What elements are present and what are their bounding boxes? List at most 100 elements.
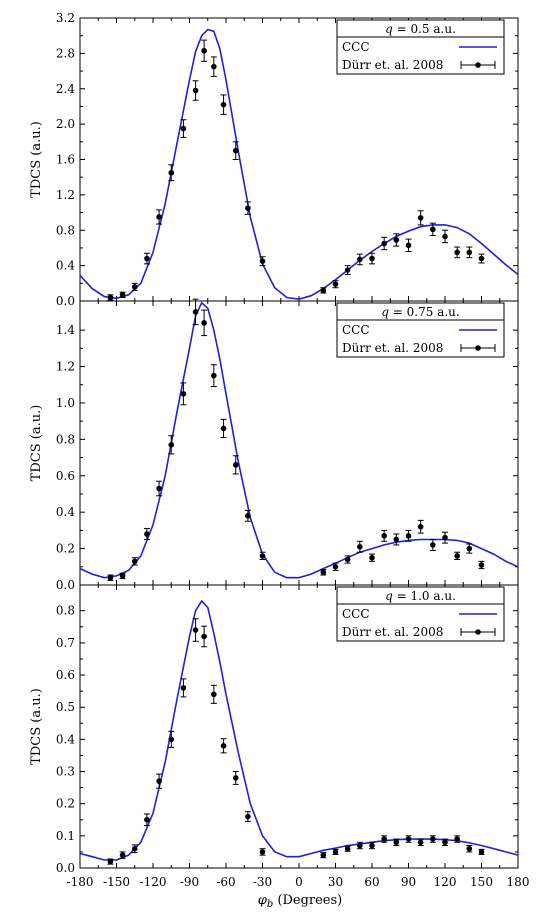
experiment-point: [332, 280, 339, 289]
experiment-point: [131, 282, 138, 291]
experiment-point: [381, 529, 388, 542]
experiment-point: [168, 730, 175, 748]
experiment-point: [344, 555, 351, 564]
experiment-point: [405, 238, 412, 252]
legend-title-value: = 0.75 a.u.: [389, 305, 460, 319]
x-tick-label: -180: [67, 875, 94, 889]
experiment-point: [405, 529, 412, 542]
legend-title-var: q: [385, 589, 393, 603]
experiment-point: [192, 80, 199, 101]
data-marker: [466, 249, 473, 256]
experiment-point: [143, 252, 150, 265]
y-tick-label: 1.2: [56, 360, 75, 374]
data-marker: [417, 523, 424, 530]
data-marker: [332, 563, 339, 570]
data-marker: [232, 462, 239, 468]
data-marker: [357, 842, 363, 849]
legend-label-experiment: Dürr et. al. 2008: [342, 341, 443, 355]
data-marker: [393, 237, 400, 243]
experiment-point: [478, 848, 485, 855]
experiment-point: [417, 519, 424, 534]
data-marker: [442, 534, 448, 541]
x-tick-label: 0: [295, 875, 303, 889]
legend-label-ccc: CCC: [342, 40, 370, 54]
ccc-curve: [79, 301, 519, 579]
experiment-point: [156, 209, 163, 225]
data-marker: [320, 852, 327, 858]
y-tick-label: 2.4: [56, 82, 75, 96]
data-marker: [320, 569, 327, 576]
experiment-point: [143, 528, 150, 540]
data-marker: [119, 573, 126, 579]
y-tick-label: 1.4: [56, 323, 75, 337]
data-marker: [478, 562, 485, 568]
data-marker: [357, 543, 363, 550]
experiment-point: [417, 838, 424, 846]
y-tick-label: 0.5: [56, 700, 75, 714]
ccc-curve: [79, 28, 519, 301]
x-tick-label: 60: [364, 875, 379, 889]
experiment-point: [232, 455, 239, 475]
y-tick-label: 0.0: [56, 861, 75, 875]
x-axis-symbol: φ: [258, 893, 268, 908]
x-tick-label: 180: [507, 875, 530, 889]
data-marker: [107, 574, 114, 581]
data-marker: [220, 742, 227, 749]
experiment-point: [259, 551, 266, 561]
data-marker: [405, 242, 412, 249]
experiment-point: [244, 811, 251, 822]
y-tick-label: 1.6: [56, 153, 75, 167]
experiment-point: [442, 531, 448, 544]
data-marker: [119, 292, 126, 298]
data-marker: [430, 542, 436, 548]
data-marker: [259, 849, 266, 855]
experiment-point: [381, 236, 388, 251]
experiment-point: [119, 572, 126, 580]
data-marker: [405, 533, 412, 539]
data-marker: [369, 255, 375, 262]
experiment-point: [344, 845, 351, 852]
data-marker: [201, 633, 207, 640]
data-marker: [107, 294, 114, 301]
data-marker: [192, 627, 199, 633]
y-axis-title: TDCS (a.u.): [29, 688, 44, 765]
data-marker: [131, 558, 138, 565]
legend-label-ccc: CCC: [342, 607, 370, 621]
y-tick-label: 0.6: [56, 668, 75, 682]
legend-title-value: = 0.5 a.u.: [393, 22, 456, 36]
y-tick-label: 0.0: [56, 294, 75, 308]
experiment-point: [393, 838, 400, 846]
data-marker: [211, 372, 217, 379]
x-tick-label: -90: [180, 875, 199, 889]
data-marker: [381, 240, 387, 247]
legend-swatch-marker: [475, 629, 481, 635]
experiment-point: [344, 265, 351, 275]
data-marker: [381, 533, 387, 539]
experiment-point: [232, 141, 239, 160]
y-tick-label: 1.0: [56, 396, 75, 410]
experiment-point: [454, 835, 461, 843]
data-marker: [156, 485, 162, 492]
data-marker: [478, 849, 485, 855]
data-marker: [332, 849, 339, 855]
y-tick-label: 0.8: [56, 432, 75, 446]
data-marker: [232, 775, 239, 781]
experiment-point: [454, 246, 461, 259]
data-marker: [344, 556, 351, 563]
experiment-point: [429, 538, 436, 551]
data-marker: [417, 215, 424, 221]
x-tick-label: -150: [103, 875, 130, 889]
y-tick-label: 0.2: [56, 542, 75, 556]
experiment-point: [454, 551, 461, 561]
data-marker: [201, 47, 207, 54]
data-marker: [466, 545, 473, 552]
experiment-point: [320, 852, 327, 859]
experiment-point: [156, 773, 163, 789]
experiment-point: [107, 858, 114, 865]
experiment-point: [478, 253, 485, 264]
data-marker: [442, 839, 448, 846]
x-tick-label: -120: [140, 875, 167, 889]
data-marker: [430, 836, 436, 842]
data-marker: [245, 513, 251, 519]
data-marker: [156, 214, 162, 220]
